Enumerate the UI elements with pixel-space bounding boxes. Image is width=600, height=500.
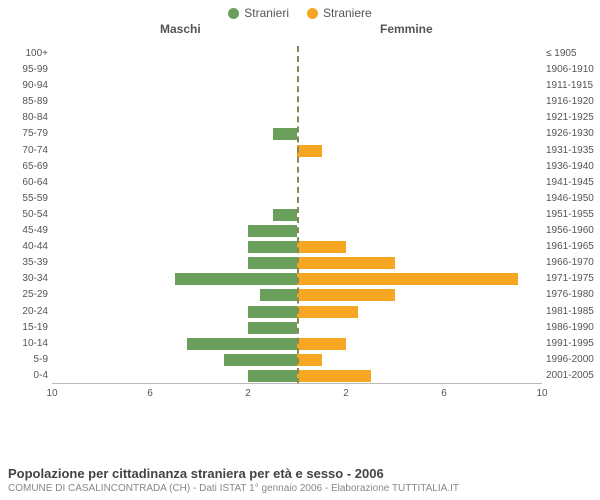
x-tick: 2 <box>245 388 251 399</box>
birth-year-label: 1941-1945 <box>546 175 598 191</box>
age-label: 65-69 <box>12 159 48 175</box>
age-label: 0-4 <box>12 368 48 384</box>
column-headers: Maschi Femmine <box>0 22 600 40</box>
bar-male <box>175 273 298 285</box>
age-label: 25-29 <box>12 287 48 303</box>
bar-female <box>297 289 395 301</box>
bar-male <box>248 370 297 382</box>
header-female: Femmine <box>380 22 433 36</box>
birth-year-label: 1971-1975 <box>546 271 598 287</box>
age-label: 40-44 <box>12 239 48 255</box>
age-label: 50-54 <box>12 207 48 223</box>
bar-female <box>297 241 346 253</box>
bar-female <box>297 354 322 366</box>
birth-year-label: 1961-1965 <box>546 239 598 255</box>
legend-item-female: Straniere <box>307 6 372 20</box>
bar-female <box>297 306 358 318</box>
age-label: 100+ <box>12 46 48 62</box>
x-tick: 10 <box>536 388 547 399</box>
x-ticks: 10622610 <box>52 388 542 402</box>
bar-male <box>273 128 298 140</box>
chart-area: 100+≤ 190595-991906-191090-941911-191585… <box>52 40 542 410</box>
x-axis-line <box>52 383 542 384</box>
age-label: 95-99 <box>12 62 48 78</box>
legend: Stranieri Straniere <box>0 0 600 22</box>
bar-male <box>224 354 298 366</box>
age-label: 85-89 <box>12 94 48 110</box>
birth-year-label: 1981-1985 <box>546 304 598 320</box>
birth-year-label: 1966-1970 <box>546 255 598 271</box>
age-label: 30-34 <box>12 271 48 287</box>
bar-male <box>248 225 297 237</box>
header-male: Maschi <box>160 22 201 36</box>
birth-year-label: 1931-1935 <box>546 143 598 159</box>
age-label: 10-14 <box>12 336 48 352</box>
chart-subtitle: COMUNE DI CASALINCONTRADA (CH) - Dati IS… <box>8 483 592 494</box>
age-label: 45-49 <box>12 223 48 239</box>
x-tick: 2 <box>343 388 349 399</box>
birth-year-label: 1976-1980 <box>546 287 598 303</box>
birth-year-label: 1906-1910 <box>546 62 598 78</box>
age-label: 90-94 <box>12 78 48 94</box>
age-label: 5-9 <box>12 352 48 368</box>
center-line <box>297 46 299 384</box>
birth-year-label: 1996-2000 <box>546 352 598 368</box>
birth-year-label: 1951-1955 <box>546 207 598 223</box>
birth-year-label: 1946-1950 <box>546 191 598 207</box>
birth-year-label: 1956-1960 <box>546 223 598 239</box>
swatch-male <box>228 8 239 19</box>
age-label: 60-64 <box>12 175 48 191</box>
birth-year-label: 1921-1925 <box>546 110 598 126</box>
age-label: 75-79 <box>12 126 48 142</box>
birth-year-label: 1986-1990 <box>546 320 598 336</box>
bar-male <box>248 306 297 318</box>
x-tick: 6 <box>147 388 153 399</box>
bar-male <box>248 322 297 334</box>
birth-year-label: 1936-1940 <box>546 159 598 175</box>
chart-title: Popolazione per cittadinanza straniera p… <box>8 466 592 481</box>
birth-year-label: 2001-2005 <box>546 368 598 384</box>
swatch-female <box>307 8 318 19</box>
legend-item-male: Stranieri <box>228 6 289 20</box>
age-label: 20-24 <box>12 304 48 320</box>
bar-female <box>297 257 395 269</box>
age-label: 80-84 <box>12 110 48 126</box>
age-label: 35-39 <box>12 255 48 271</box>
bar-male <box>248 241 297 253</box>
bar-male <box>187 338 297 350</box>
legend-label-male: Stranieri <box>244 6 289 20</box>
bar-male <box>248 257 297 269</box>
age-label: 70-74 <box>12 143 48 159</box>
bar-male <box>260 289 297 301</box>
bar-female <box>297 338 346 350</box>
birth-year-label: 1916-1920 <box>546 94 598 110</box>
age-label: 15-19 <box>12 320 48 336</box>
legend-label-female: Straniere <box>323 6 372 20</box>
bar-female <box>297 370 371 382</box>
birth-year-label: 1911-1915 <box>546 78 598 94</box>
bar-male <box>273 209 298 221</box>
bar-female <box>297 273 518 285</box>
age-label: 55-59 <box>12 191 48 207</box>
birth-year-label: 1991-1995 <box>546 336 598 352</box>
birth-year-label: 1926-1930 <box>546 126 598 142</box>
bar-female <box>297 145 322 157</box>
x-tick: 6 <box>441 388 447 399</box>
footer: Popolazione per cittadinanza straniera p… <box>8 466 592 494</box>
x-tick: 10 <box>46 388 57 399</box>
birth-year-label: ≤ 1905 <box>546 46 598 62</box>
